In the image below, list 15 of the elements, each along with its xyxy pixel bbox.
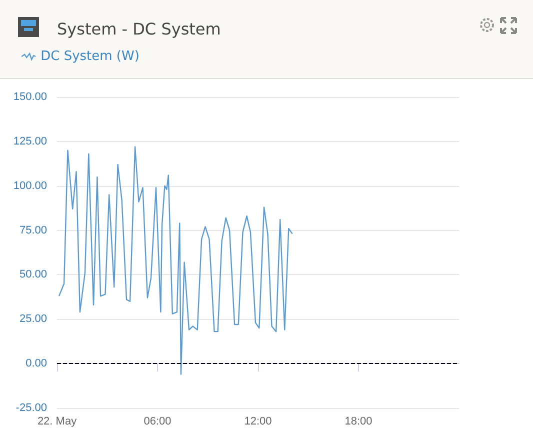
legend-label: DC System (W) bbox=[40, 49, 140, 64]
y-tick-label: 125.00 bbox=[13, 135, 47, 148]
x-tick-label: 22. May bbox=[37, 416, 78, 428]
y-tick-label: 50.00 bbox=[19, 268, 47, 281]
y-tick-label: 75.00 bbox=[19, 224, 47, 236]
y-tick-label: 100.00 bbox=[13, 180, 47, 192]
chart-title: System - DC System bbox=[57, 20, 221, 38]
y-tick-label: 0.00 bbox=[26, 358, 47, 370]
line-series bbox=[58, 146, 293, 375]
x-tick-label: 18:00 bbox=[344, 416, 372, 428]
x-tick-label: 06:00 bbox=[144, 416, 172, 428]
y-tick-label: -25.00 bbox=[16, 402, 47, 414]
y-tick-label: 150.00 bbox=[13, 91, 47, 103]
y-tick-label: 25.00 bbox=[19, 313, 47, 326]
x-tick-label: 12:00 bbox=[244, 416, 272, 428]
